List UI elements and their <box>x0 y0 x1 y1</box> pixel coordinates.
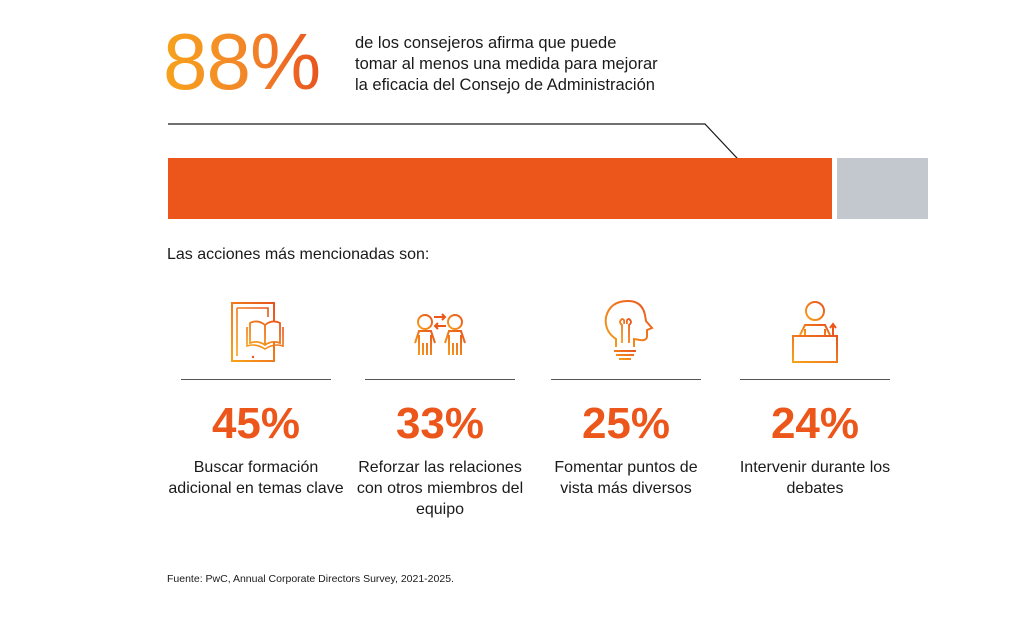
headline-line: de los consejeros afirma que puede <box>355 34 617 52</box>
section-subtitle: Las acciones más mencionadas son: <box>167 246 430 263</box>
bar-segment-remainder <box>837 158 928 219</box>
action-value: 25% <box>581 399 671 448</box>
headline-text: de los consejeros afirma que puede tomar… <box>355 33 735 96</box>
headline-line: la eficacia del Consejo de Administració… <box>355 76 655 94</box>
action-value: 24% <box>770 399 860 448</box>
action-value: 45% <box>211 399 301 448</box>
bar-segment-agree <box>168 158 832 219</box>
speaker-podium-icon <box>792 301 838 363</box>
action-card: 45% Buscar formación adicional en temas … <box>168 295 344 497</box>
headline-line: tomar al menos una medida para mejorar <box>355 55 658 73</box>
tablet-book-icon <box>231 302 284 362</box>
action-label: Intervenir durante los debates <box>739 459 891 497</box>
action-card: 24% Intervenir durante los debates <box>740 295 890 497</box>
divider <box>740 379 890 380</box>
people-exchange-icon <box>414 313 466 355</box>
action-card: 33% Reforzar las relaciones con otros mi… <box>357 295 523 518</box>
divider <box>551 379 701 380</box>
lightbulb-head-icon <box>604 299 654 360</box>
action-card: 25% Fomentar puntos de vista más diverso… <box>551 295 701 497</box>
action-label: Fomentar puntos de vista más diversos <box>554 459 698 497</box>
headline-stat: 88% <box>163 17 321 106</box>
action-label: Reforzar las relaciones con otros miembr… <box>356 459 524 518</box>
action-value: 33% <box>395 399 485 448</box>
divider <box>365 379 515 380</box>
divider <box>181 379 331 380</box>
action-label: Buscar formación adicional en temas clav… <box>168 459 344 497</box>
source-note: Fuente: PwC, Annual Corporate Directors … <box>167 573 454 585</box>
